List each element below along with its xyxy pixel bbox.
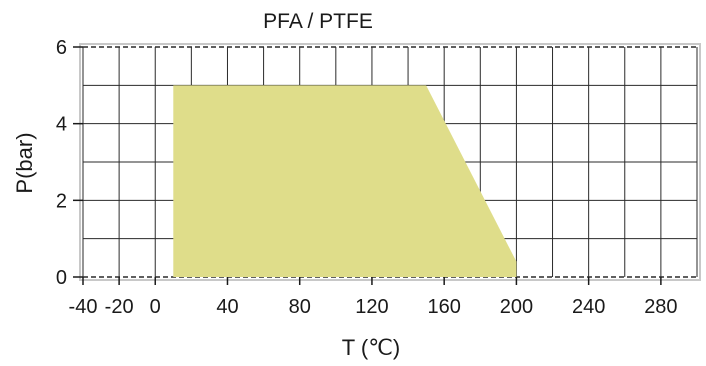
y-tick-label: 0 — [56, 267, 67, 289]
x-tick-label: 0 — [150, 296, 161, 318]
x-tick-label: -20 — [105, 296, 134, 318]
y-tick-label: 2 — [56, 190, 67, 212]
operating-range-area — [173, 85, 517, 277]
plot-frame — [79, 43, 701, 281]
x-tick-label: 40 — [216, 296, 238, 318]
x-tick-label: 240 — [572, 296, 605, 318]
x-tick-label: 80 — [289, 296, 311, 318]
x-tick-label: 200 — [500, 296, 533, 318]
y-tick-label: 6 — [56, 37, 67, 59]
chart-title: PFA / PTFE — [263, 10, 373, 33]
y-axis-label: P(bar) — [12, 132, 37, 193]
x-tick-label: 120 — [355, 296, 388, 318]
x-tick-label: -40 — [69, 296, 98, 318]
y-tick-label: 4 — [56, 114, 67, 136]
x-tick-label: 160 — [427, 296, 460, 318]
x-axis-label: T (℃) — [342, 335, 401, 360]
x-tick-label: 280 — [644, 296, 677, 318]
